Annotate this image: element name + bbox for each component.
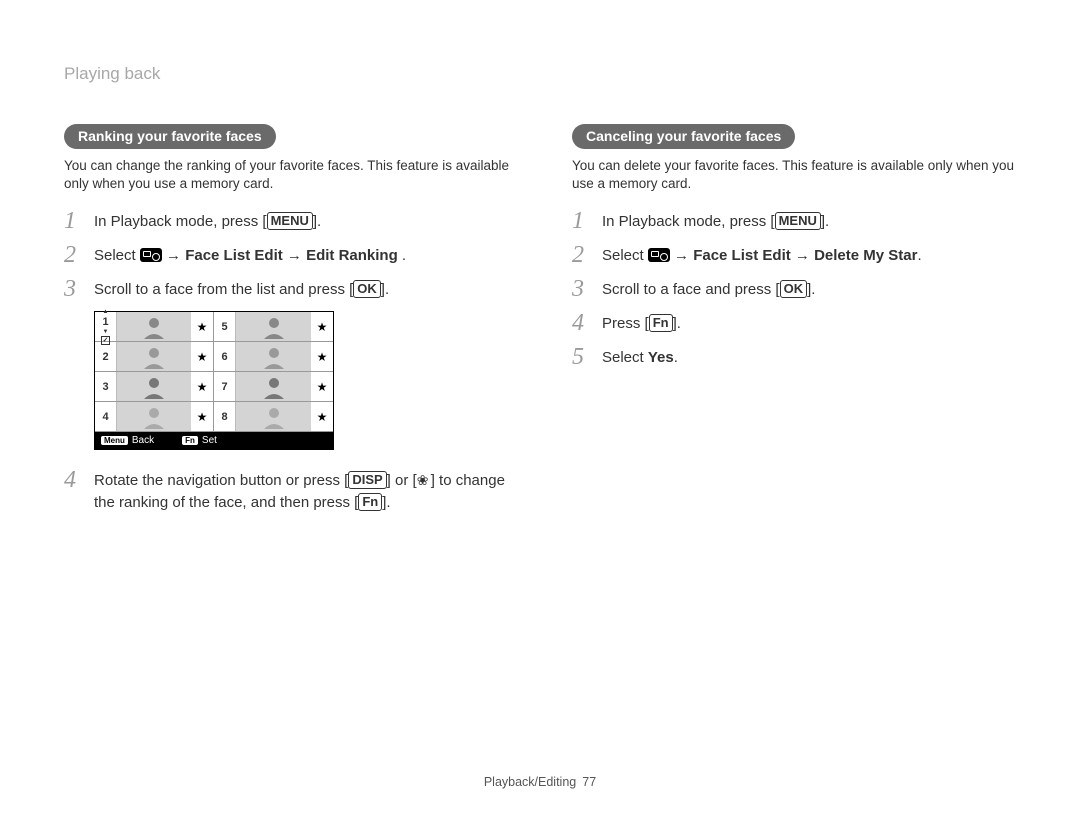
- page-header: Playing back: [64, 64, 1020, 84]
- ranking-intro-text: You can change the ranking of your favor…: [64, 157, 512, 193]
- back-hint: Menu Back: [101, 435, 154, 446]
- ok-key-icon: OK: [353, 280, 381, 298]
- star-icon: ★: [191, 320, 213, 334]
- right-column: Canceling your favorite faces You can de…: [572, 124, 1020, 524]
- fn-mini-key-icon: Fn: [182, 436, 198, 445]
- right-step-2: 2 Select → Face List Edit → Delete My St…: [572, 243, 1020, 267]
- left-step-2: 2 Select → Face List Edit → Edit Ranking…: [64, 243, 512, 267]
- step-text: Scroll to a face and press [OK].: [602, 277, 815, 301]
- cell-number: ▲ 1 ▼ ✓: [95, 312, 117, 341]
- step-number: 2: [572, 243, 602, 267]
- canceling-faces-heading: Canceling your favorite faces: [572, 124, 795, 149]
- page-footer: Playback/Editing 77: [0, 775, 1080, 789]
- face-thumbnail: [117, 312, 191, 341]
- step-number: 3: [572, 277, 602, 301]
- star-icon: ★: [311, 380, 333, 394]
- left-step-3: 3 Scroll to a face from the list and pre…: [64, 277, 512, 301]
- left-step-4: 4 Rotate the navigation button or press …: [64, 468, 512, 514]
- face-cell: 8 ★: [214, 402, 333, 432]
- up-arrow-icon: ▲: [103, 309, 109, 315]
- fn-key-icon: Fn: [649, 314, 673, 332]
- right-step-5: 5 Select Yes.: [572, 345, 1020, 369]
- star-icon: ★: [191, 350, 213, 364]
- footer-section: Playback/Editing: [484, 775, 576, 789]
- step-text: Select → Face List Edit → Edit Ranking .: [94, 243, 406, 267]
- step-text: Scroll to a face from the list and press…: [94, 277, 389, 301]
- face-thumbnail: [236, 312, 311, 341]
- step-number: 5: [572, 345, 602, 369]
- face-thumbnail: [236, 342, 311, 371]
- star-icon: ★: [311, 350, 333, 364]
- face-ranking-screen: ▲ 1 ▼ ✓ ★ 5 ★ 2 ★: [94, 311, 334, 450]
- face-cell: 7 ★: [214, 372, 333, 402]
- content-columns: Ranking your favorite faces You can chan…: [64, 124, 1020, 524]
- left-step-1: 1 In Playback mode, press [MENU].: [64, 209, 512, 233]
- menu-key-icon: MENU: [775, 212, 821, 230]
- cell-number: 7: [214, 372, 236, 401]
- cell-number: 6: [214, 342, 236, 371]
- face-thumbnail: [117, 402, 191, 431]
- star-icon: ★: [311, 410, 333, 424]
- cell-number: 4: [95, 402, 117, 431]
- face-thumbnail: [236, 372, 311, 401]
- left-column: Ranking your favorite faces You can chan…: [64, 124, 512, 524]
- face-cell: 5 ★: [214, 312, 333, 342]
- fn-key-icon: Fn: [358, 493, 382, 511]
- ok-key-icon: OK: [780, 280, 808, 298]
- step-number: 3: [64, 277, 94, 301]
- cell-number: 3: [95, 372, 117, 401]
- set-hint: Fn Set: [182, 435, 217, 446]
- face-cell: 2 ★: [95, 342, 214, 372]
- macro-icon: [417, 473, 431, 487]
- step-text: In Playback mode, press [MENU].: [94, 209, 321, 233]
- cell-number: 8: [214, 402, 236, 431]
- step-text: Select Yes.: [602, 345, 678, 369]
- step-number: 1: [572, 209, 602, 233]
- face-cell: 3 ★: [95, 372, 214, 402]
- canceling-intro-text: You can delete your favorite faces. This…: [572, 157, 1020, 193]
- down-arrow-icon: ▼: [103, 329, 109, 335]
- cell-number: 5: [214, 312, 236, 341]
- menu-mini-key-icon: Menu: [101, 436, 128, 445]
- step-number: 2: [64, 243, 94, 267]
- step-number: 1: [64, 209, 94, 233]
- settings-icon: [140, 248, 162, 262]
- step-text: Rotate the navigation button or press [D…: [94, 468, 512, 514]
- face-cell: 6 ★: [214, 342, 333, 372]
- step-text: In Playback mode, press [MENU].: [602, 209, 829, 233]
- star-icon: ★: [311, 320, 333, 334]
- face-thumbnail: [236, 402, 311, 431]
- menu-key-icon: MENU: [267, 212, 313, 230]
- step-text: Press [Fn].: [602, 311, 681, 335]
- step-number: 4: [64, 468, 94, 492]
- cell-number: 2: [95, 342, 117, 371]
- step-text: Select → Face List Edit → Delete My Star…: [602, 243, 922, 267]
- face-grid: ▲ 1 ▼ ✓ ★ 5 ★ 2 ★: [95, 312, 333, 432]
- screen-footer: Menu Back Fn Set: [95, 432, 333, 449]
- ranking-faces-heading: Ranking your favorite faces: [64, 124, 276, 149]
- star-icon: ★: [191, 380, 213, 394]
- face-thumbnail: [117, 342, 191, 371]
- face-cell: ▲ 1 ▼ ✓ ★: [95, 312, 214, 342]
- disp-key-icon: DISP: [348, 471, 386, 489]
- step-number: 4: [572, 311, 602, 335]
- right-step-1: 1 In Playback mode, press [MENU].: [572, 209, 1020, 233]
- star-icon: ★: [191, 410, 213, 424]
- face-cell: 4 ★: [95, 402, 214, 432]
- footer-page-number: 77: [582, 775, 596, 789]
- right-step-4: 4 Press [Fn].: [572, 311, 1020, 335]
- face-thumbnail: [117, 372, 191, 401]
- right-step-3: 3 Scroll to a face and press [OK].: [572, 277, 1020, 301]
- settings-icon: [648, 248, 670, 262]
